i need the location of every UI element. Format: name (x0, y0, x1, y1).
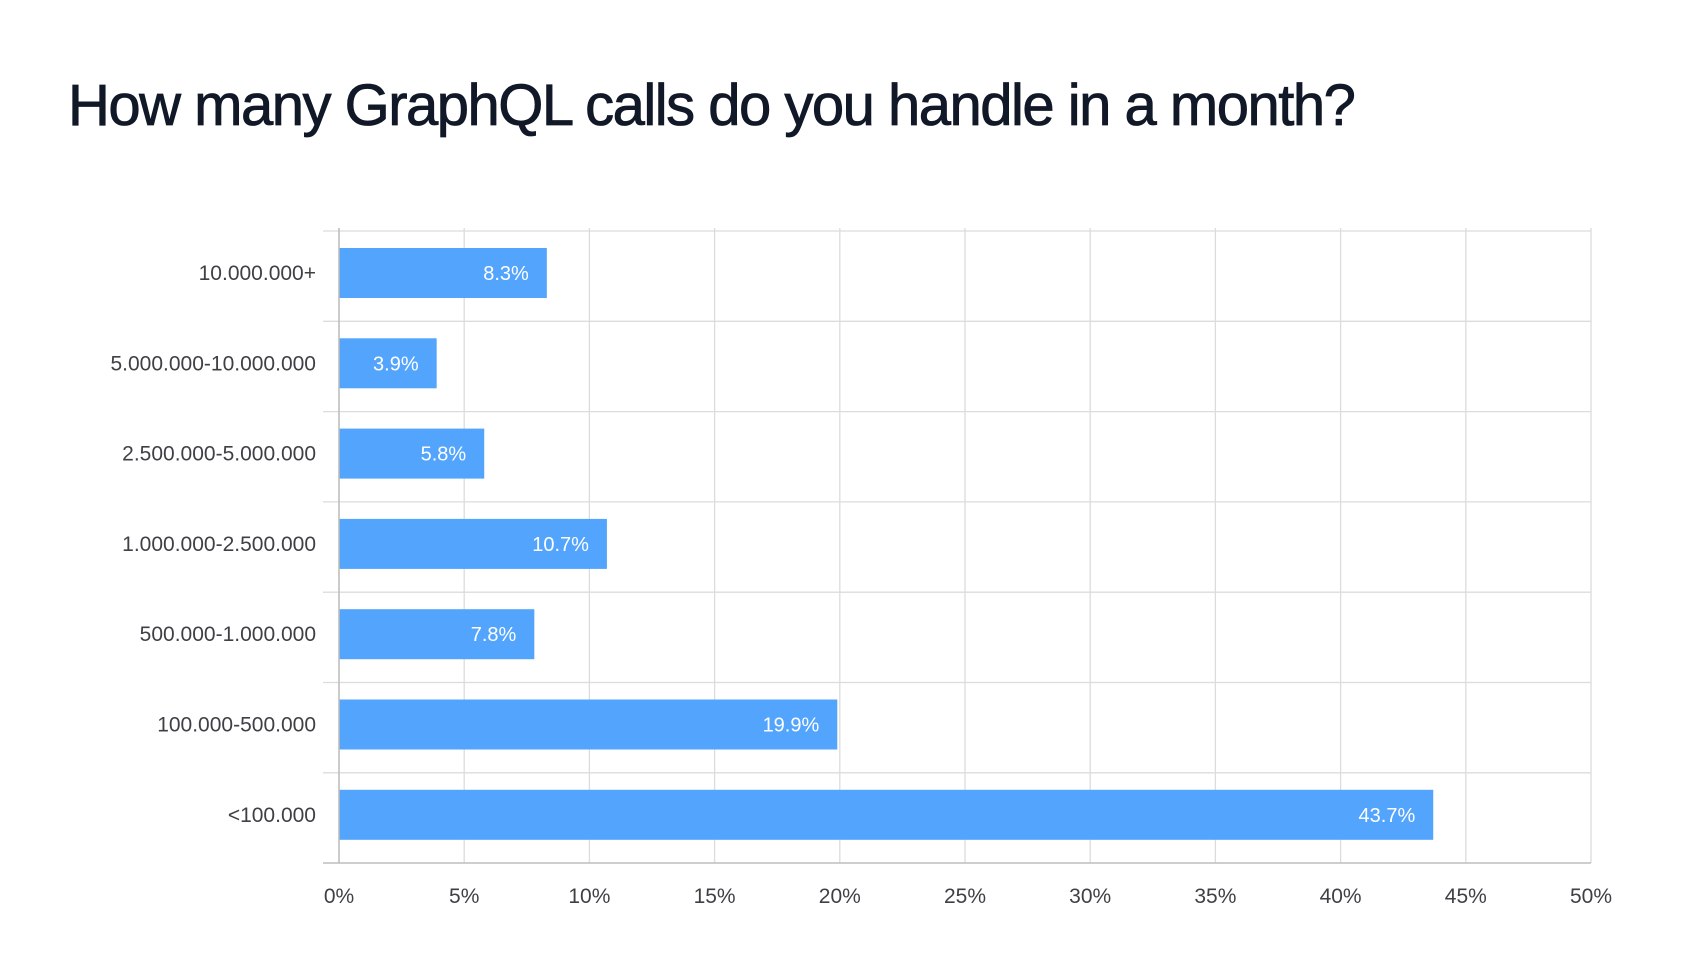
bars (339, 248, 1434, 840)
data-label: 43.7% (1359, 805, 1416, 827)
category-label: 5.000.000-10.000.000 (110, 352, 316, 375)
category-label: 100.000-500.000 (157, 714, 316, 737)
x-tick-label: 30% (1069, 885, 1111, 908)
bar (339, 699, 838, 750)
x-tick-label: 40% (1320, 885, 1362, 908)
bar (339, 518, 607, 569)
category-label: <100.000 (228, 804, 316, 827)
x-tick-label: 5% (449, 885, 479, 908)
category-label: 500.000-1.000.000 (140, 623, 316, 646)
labels: 8.3% 10.000.000+ 3.9% 5.000.000-10.000.000 5… (110, 262, 1612, 908)
data-label: 5.8% (421, 444, 467, 466)
bar (339, 609, 535, 660)
x-tick-label: 45% (1445, 885, 1487, 908)
bar (339, 428, 485, 479)
data-label: 8.3% (483, 263, 529, 285)
axes (323, 228, 1591, 864)
data-label: 3.9% (373, 353, 419, 375)
x-tick-label: 50% (1570, 885, 1612, 908)
x-tick-label: 25% (944, 885, 986, 908)
data-label: 19.9% (763, 715, 820, 737)
x-tick-label: 10% (568, 885, 610, 908)
page-title: How many GraphQL calls do you handle in … (68, 73, 1357, 139)
x-tick-label: 35% (1194, 885, 1236, 908)
x-tick-label: 20% (819, 885, 861, 908)
category-label: 2.500.000-5.000.000 (122, 443, 316, 466)
x-tick-label: 15% (694, 885, 736, 908)
category-label: 1.000.000-2.500.000 (122, 533, 316, 556)
bar (339, 789, 1434, 840)
category-label: 10.000.000+ (199, 262, 316, 285)
data-label: 10.7% (532, 534, 589, 556)
bar (339, 338, 437, 389)
bar (339, 248, 547, 298)
data-label: 7.8% (471, 624, 517, 646)
grid-lines (323, 228, 1592, 863)
x-tick-label: 0% (324, 885, 354, 908)
